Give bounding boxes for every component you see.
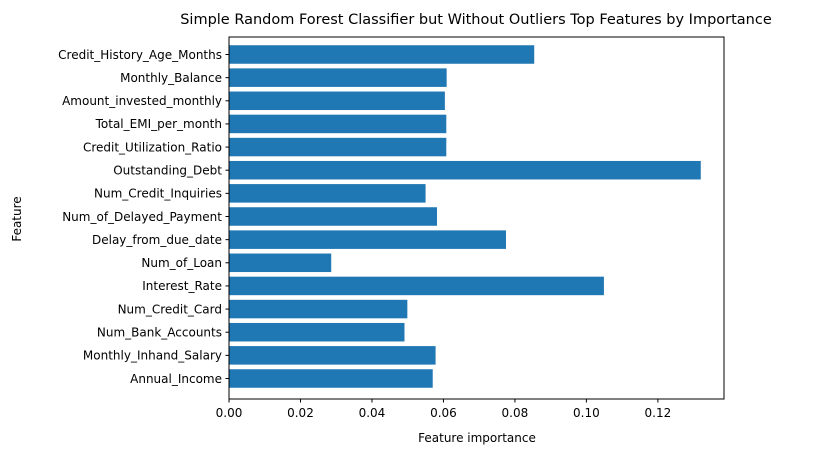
bar-num-of-delayed-payment: [229, 207, 438, 226]
bar-monthly-inhand-salary: [229, 346, 436, 365]
bar-num-credit-card: [229, 299, 408, 319]
x-tick-label: 0.06: [430, 406, 457, 420]
y-tick-label: Monthly_Balance: [120, 71, 222, 85]
bar-total-emi-per-month: [229, 114, 447, 134]
x-tick-label: 0.12: [645, 406, 672, 420]
y-tick-label: Num_of_Delayed_Payment: [62, 210, 222, 224]
x-axis-ticks: 0.00 0.02 0.04 0.06 0.08 0.10 0.12: [216, 399, 672, 420]
bars-group: [229, 45, 701, 388]
x-tick-label: 0.04: [359, 406, 386, 420]
bar-credit-history-age-months: [229, 45, 535, 64]
y-tick-label: Interest_Rate: [142, 279, 222, 293]
y-tick-label: Monthly_Inhand_Salary: [83, 349, 222, 363]
bar-num-of-loan: [229, 253, 332, 273]
y-tick-label: Amount_invested_monthly: [62, 94, 222, 108]
y-tick-label: Num_of_Loan: [141, 256, 222, 270]
bar-monthly-balance: [229, 68, 447, 87]
y-axis-ticks: Annual_Income Monthly_Inhand_Salary Num_Ba…: [58, 48, 229, 386]
y-tick-label: Total_EMI_per_month: [95, 117, 222, 131]
y-tick-label: Outstanding_Debt: [113, 164, 222, 178]
y-tick-label: Delay_from_due_date: [92, 233, 222, 247]
y-tick-label: Credit_Utilization_Ratio: [83, 140, 222, 154]
bar-num-bank-accounts: [229, 322, 405, 342]
bar-interest-rate: [229, 276, 604, 296]
bar-outstanding-debt: [229, 160, 701, 180]
x-tick-label: 0.02: [287, 406, 314, 420]
x-tick-label: 0.08: [502, 406, 529, 420]
y-tick-label: Num_Credit_Card: [118, 302, 222, 316]
y-tick-label: Num_Bank_Accounts: [97, 326, 222, 340]
bar-credit-utilization-ratio: [229, 137, 447, 157]
chart-title: Simple Random Forest Classifier but With…: [180, 12, 772, 28]
y-tick-label: Num_Credit_Inquiries: [94, 187, 222, 201]
x-tick-label: 0.10: [573, 406, 600, 420]
bar-annual-income: [229, 369, 433, 388]
bar-num-credit-inquiries: [229, 184, 426, 203]
y-tick-label: Annual_Income: [130, 372, 222, 386]
plot-frame: [228, 36, 725, 400]
x-axis-label: Feature importance: [418, 431, 536, 445]
bar-delay-from-due-date: [229, 230, 506, 249]
y-axis-label: Feature: [10, 196, 24, 241]
y-tick-label: Credit_History_Age_Months: [58, 48, 222, 62]
x-tick-label: 0.00: [216, 406, 243, 420]
bar-amount-invested-monthly: [229, 91, 445, 111]
